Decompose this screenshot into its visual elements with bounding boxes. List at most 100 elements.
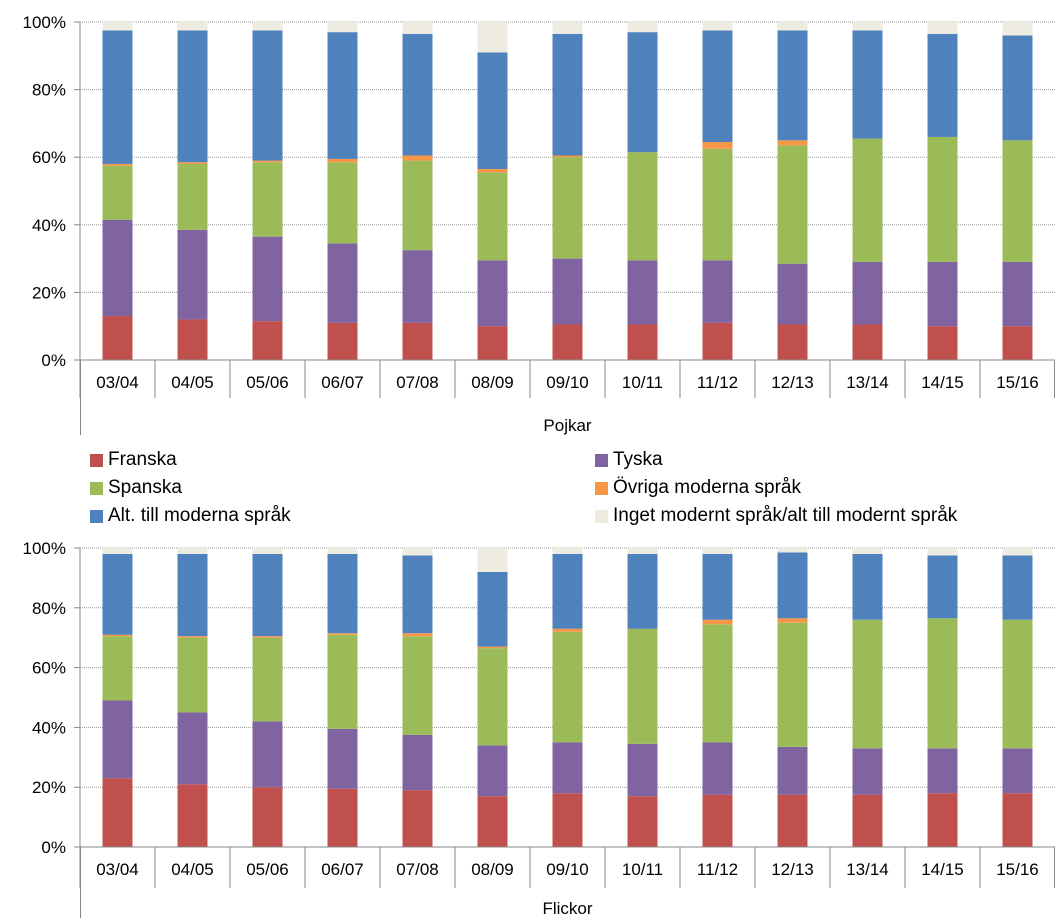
pojkar-bar-05-06-inget [252, 22, 283, 31]
pojkar-bar-11-12-ovriga [702, 141, 733, 149]
legend-swatch [90, 509, 103, 523]
pojkar-bar-10-11-spanska [627, 152, 658, 261]
pojkar-bar-08-09-ovriga [477, 169, 508, 173]
pojkar-bar-14-15-tyska [927, 261, 958, 327]
pojkar-bar-04-05-ovriga [177, 162, 208, 164]
pojkar-bar-13-14-spanska [852, 138, 883, 262]
flickor-bar-15-16-tyska [1002, 748, 1033, 794]
legend-label: Tyska [613, 449, 663, 470]
pojkar-bar-07-08-alt [402, 33, 433, 156]
flickor-bar-12-13-tyska [777, 746, 808, 795]
flickor-bar-08-09-franska [477, 796, 508, 847]
legend-item-spanska: Spanska [90, 477, 182, 499]
pojkar-bar-12-13-franska [777, 324, 808, 360]
pojkar-bar-03-04-franska [102, 316, 133, 360]
flickor-x-tick-label: 11/12 [697, 860, 738, 879]
pojkar-bar-13-14-tyska [852, 261, 883, 325]
pojkar-bar-13-14-franska [852, 324, 883, 360]
flickor-x-tick-label: 05/06 [246, 860, 289, 879]
legend-label: Franska [108, 449, 177, 470]
pojkar-x-tick-label: 10/11 [622, 373, 663, 392]
pojkar-bar-08-09-franska [477, 326, 508, 360]
flickor-x-tick-label: 09/10 [546, 860, 589, 879]
flickor-x-tick-label: 10/11 [622, 860, 663, 879]
flickor-bar-12-13-spanska [777, 622, 808, 747]
flickor-y-tick-label: 80% [32, 599, 66, 618]
flickor-bar-03-04-inget [102, 548, 133, 554]
flickor-bar-08-09-alt [477, 571, 508, 647]
legend-swatch [595, 453, 608, 467]
pojkar-bar-13-14-alt [852, 30, 883, 139]
pojkar-bar-15-16-spanska [1002, 140, 1033, 262]
pojkar-bar-03-04-inget [102, 22, 133, 31]
flickor-bar-07-08-franska [402, 790, 433, 847]
flickor-bar-06-07-inget [327, 548, 358, 554]
pojkar-bar-06-07-franska [327, 322, 358, 360]
pojkar-x-tick-label: 12/13 [771, 373, 814, 392]
flickor-bar-08-09-ovriga [477, 646, 508, 649]
pojkar-bar-08-09-tyska [477, 260, 508, 327]
pojkar-bar-10-11-franska [627, 324, 658, 360]
pojkar-bar-06-07-inget [327, 22, 358, 33]
legend-label: Alt. till moderna språk [108, 505, 291, 526]
flickor-bar-13-14-inget [852, 548, 883, 554]
pojkar-y-tick-label: 60% [32, 148, 66, 167]
flickor-bar-12-13-inget [777, 548, 808, 553]
pojkar-x-axis-label: Pojkar [543, 416, 592, 435]
flickor-bar-12-13-ovriga [777, 618, 808, 623]
pojkar-x-tick-label: 06/07 [321, 373, 364, 392]
pojkar-bar-15-16-tyska [1002, 261, 1033, 327]
flickor-bar-05-06-alt [252, 553, 283, 637]
flickor-bar-08-09-tyska [477, 745, 508, 797]
flickor-bar-11-12-inget [702, 548, 733, 554]
pojkar-x-tick-label: 05/06 [246, 373, 289, 392]
pojkar-x-tick-label: 13/14 [846, 373, 889, 392]
flickor-bar-07-08-spanska [402, 636, 433, 735]
pojkar-bar-04-05-inget [177, 22, 208, 31]
pojkar-x-tick-label: 08/09 [471, 373, 514, 392]
flickor-bar-10-11-inget [627, 548, 658, 554]
flickor-bar-07-08-tyska [402, 734, 433, 791]
flickor-bar-06-07-alt [327, 553, 358, 634]
pojkar-bar-07-08-inget [402, 22, 433, 34]
flickor-x-tick-label: 14/15 [921, 860, 964, 879]
pojkar-bar-10-11-tyska [627, 260, 658, 325]
pojkar-bar-08-09-spanska [477, 172, 508, 261]
pojkar-bar-03-04-alt [102, 30, 133, 164]
flickor-bar-07-08-inget [402, 548, 433, 556]
chart-pojkar: 0% 20% 40% 60% 80% 100% 03/04 04/05 05/06 06/07 07… [23, 13, 1055, 435]
flickor-bar-13-14-franska [852, 794, 883, 847]
legend-label: Övriga moderna språk [613, 477, 801, 498]
pojkar-bar-09-10-alt [552, 33, 583, 156]
pojkar-bar-14-15-inget [927, 22, 958, 34]
pojkar-bar-07-08-tyska [402, 250, 433, 323]
pojkar-bar-09-10-spanska [552, 157, 583, 259]
pojkar-bar-09-10-franska [552, 324, 583, 360]
pojkar-x-tick-label: 14/15 [921, 373, 964, 392]
flickor-bar-04-05-tyska [177, 712, 208, 785]
pojkar-y-tick-label: 20% [32, 283, 66, 302]
pojkar-x-tick-label: 09/10 [546, 373, 589, 392]
pojkar-bar-07-08-spanska [402, 160, 433, 251]
flickor-bar-06-07-franska [327, 788, 358, 847]
flickor-bar-09-10-franska [552, 793, 583, 847]
pojkar-bar-12-13-spanska [777, 145, 808, 264]
pojkar-bar-14-15-franska [927, 326, 958, 360]
pojkar-bar-03-04-spanska [102, 165, 133, 220]
flickor-bar-05-06-tyska [252, 721, 283, 788]
pojkar-bar-10-11-inget [627, 22, 658, 33]
pojkar-x-tick-label: 15/16 [996, 373, 1039, 392]
flickor-bar-15-16-spanska [1002, 619, 1033, 749]
flickor-bar-07-08-ovriga [402, 633, 433, 637]
flickor-bar-03-04-tyska [102, 700, 133, 779]
flickor-bar-11-12-spanska [702, 624, 733, 743]
flickor-bar-08-09-inget [477, 548, 508, 572]
pojkar-bar-14-15-spanska [927, 136, 958, 262]
pojkar-bar-04-05-franska [177, 319, 208, 360]
flickor-y-tick-label: 20% [32, 778, 66, 797]
pojkar-x-tick-label: 03/04 [96, 373, 139, 392]
flickor-bar-12-13-franska [777, 794, 808, 847]
pojkar-bar-06-07-ovriga [327, 158, 358, 163]
flickor-bar-03-04-ovriga [102, 634, 133, 637]
